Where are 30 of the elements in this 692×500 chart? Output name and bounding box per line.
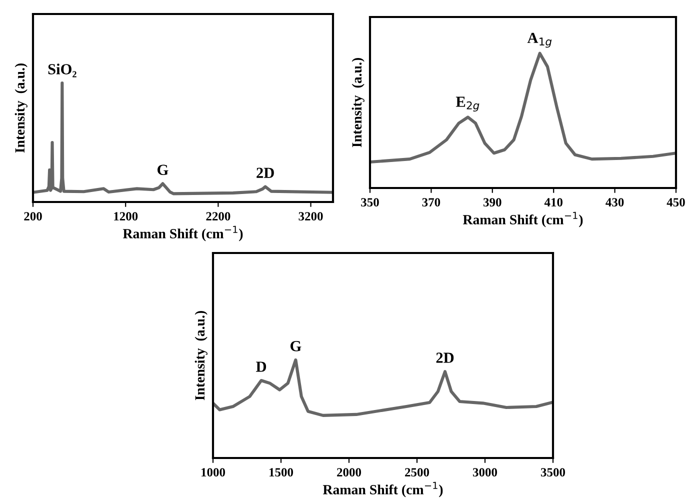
annotation: G bbox=[158, 164, 168, 176]
x-tick-label: 2000 bbox=[337, 468, 362, 477]
x-tick-label: 350 bbox=[361, 198, 379, 207]
x-tick-label: 2200 bbox=[206, 212, 230, 221]
y-axis-title: Intensity (a.u.) bbox=[194, 310, 208, 400]
x-tick-label: 200 bbox=[24, 212, 42, 221]
y-axis-title: Intensity (a.u.) bbox=[14, 63, 28, 153]
annotation: E$_{2g}$ bbox=[456, 96, 480, 112]
x-tick-label: 410 bbox=[544, 198, 562, 207]
x-tick-label: 390 bbox=[483, 198, 502, 207]
y-axis-title: Intensity (a.u.) bbox=[352, 58, 364, 148]
annotation: SiO₂ bbox=[48, 64, 76, 78]
x-tick-label: 3200 bbox=[298, 212, 323, 221]
x-axis-title: Raman Shift (cm$^{−1}$) bbox=[122, 226, 243, 242]
x-tick-label: 430 bbox=[606, 198, 624, 207]
x-tick-label: 1200 bbox=[114, 212, 138, 221]
x-axis-title: Raman Shift (cm$^{−1}$) bbox=[322, 482, 443, 498]
x-tick-label: 3500 bbox=[540, 468, 566, 477]
x-axis-title: Raman Shift (cm$^{−1}$) bbox=[462, 212, 583, 228]
x-tick-label: 3000 bbox=[472, 468, 498, 477]
annotation: G bbox=[290, 340, 302, 352]
annotation: D bbox=[256, 362, 266, 372]
annotation: A$_{1g}$ bbox=[527, 32, 552, 48]
x-tick-label: 1500 bbox=[270, 468, 294, 477]
x-tick-label: 1000 bbox=[202, 468, 226, 477]
x-tick-label: 2500 bbox=[405, 468, 430, 477]
x-tick-label: 370 bbox=[422, 198, 440, 207]
annotation: 2D bbox=[256, 168, 274, 178]
x-tick-label: 450 bbox=[666, 198, 685, 207]
annotation: 2D bbox=[436, 352, 454, 363]
